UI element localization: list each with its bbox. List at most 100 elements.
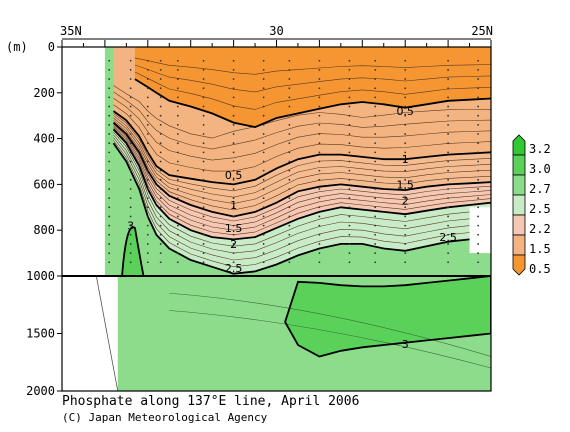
station-dot: [129, 197, 132, 200]
y-tick-label: 200: [33, 86, 55, 100]
station-dot: [129, 215, 132, 218]
station-dot: [348, 169, 351, 172]
y-tick-label: 800: [33, 223, 55, 237]
station-dot: [262, 169, 265, 172]
station-dot: [348, 96, 351, 99]
major-contour-3: [284, 275, 491, 358]
station-dot: [129, 87, 132, 90]
station-dot: [176, 114, 179, 117]
contour-label: 3: [402, 338, 409, 351]
station-dot: [348, 261, 351, 264]
station-dot: [404, 215, 407, 218]
station-dot: [447, 87, 449, 90]
station-dot: [477, 243, 480, 245]
station-dot: [318, 224, 321, 227]
station-dot: [318, 133, 321, 135]
station-dot: [202, 224, 205, 227]
colorbar-label: 2.2: [529, 222, 551, 236]
station-dot: [374, 151, 377, 154]
colorbar-label: 2.5: [529, 202, 551, 216]
station-dot: [159, 197, 162, 200]
station-dot: [129, 178, 132, 181]
station-dot: [404, 69, 407, 71]
colorbar-label: 1.5: [529, 242, 551, 256]
station-dot: [477, 96, 480, 99]
fine-contour-line: [113, 117, 491, 204]
station-dot: [146, 188, 149, 190]
station-dot: [176, 188, 179, 190]
y-tick-label: 1500: [26, 327, 55, 341]
station-dot: [447, 151, 449, 154]
station-dot: [447, 243, 449, 245]
station-dot: [477, 151, 480, 154]
station-dot: [374, 243, 377, 245]
station-dot: [159, 96, 162, 99]
major-contour-3-upper: [121, 226, 145, 277]
station-dot: [262, 252, 265, 255]
station-dot: [348, 252, 351, 255]
station-dot: [262, 87, 265, 90]
station-dot: [146, 114, 149, 117]
station-dot: [176, 123, 179, 126]
station-dot: [477, 133, 480, 135]
station-dot: [159, 59, 162, 62]
station-dot: [318, 105, 321, 108]
station-dot: [176, 224, 179, 227]
station-dot: [146, 87, 149, 90]
station-dot: [146, 197, 149, 200]
station-dot: [288, 178, 291, 181]
station-dot: [447, 114, 449, 117]
contour-label: 1: [230, 199, 237, 212]
station-dot: [262, 105, 265, 108]
colorbar-label: 2.7: [529, 182, 551, 196]
station-dot: [146, 151, 149, 154]
station-dot: [176, 215, 179, 218]
fine-contour-line: [113, 104, 491, 172]
station-dot: [159, 206, 162, 209]
fine-contour-line: [113, 98, 491, 161]
station-dot: [108, 169, 111, 172]
contour-label: 2.5: [439, 231, 457, 244]
station-dot: [477, 197, 480, 200]
station-dot: [129, 105, 132, 108]
station-dot: [404, 169, 407, 172]
station-dot: [202, 142, 205, 145]
station-dot: [374, 105, 377, 108]
station-dot: [288, 78, 291, 80]
station-dot: [318, 123, 321, 126]
station-dot: [348, 59, 351, 62]
station-dot: [404, 105, 407, 108]
major-contour-lines: [112, 78, 491, 358]
station-dot: [288, 243, 291, 245]
station-dot: [108, 142, 111, 145]
colorbar-segment: [512, 154, 526, 176]
station-dot: [176, 233, 179, 236]
station-dot: [159, 169, 162, 172]
station-dot: [374, 133, 377, 135]
station-dot: [374, 197, 377, 200]
station-dot: [477, 142, 480, 145]
station-dot: [202, 169, 205, 172]
station-dot: [447, 224, 449, 227]
station-dot: [404, 224, 407, 227]
station-dot: [129, 59, 132, 62]
colorbar-label: 3.0: [529, 162, 551, 176]
station-dot: [202, 160, 205, 163]
station-dot: [202, 215, 205, 218]
station-dot: [202, 105, 205, 108]
station-dot: [477, 188, 480, 190]
station-dot: [159, 188, 162, 190]
station-dot: [288, 59, 291, 62]
y-axis-unit: (m): [6, 40, 28, 54]
station-dot: [477, 215, 480, 218]
station-dot: [404, 233, 407, 236]
station-dot: [232, 87, 235, 90]
station-dot: [477, 252, 480, 255]
station-dot: [232, 96, 235, 99]
station-dot: [374, 206, 377, 209]
station-dot: [374, 114, 377, 117]
station-dot: [404, 178, 407, 181]
station-dot: [232, 123, 235, 126]
contour-label: 0.5: [396, 105, 414, 118]
station-dots: [108, 59, 480, 264]
